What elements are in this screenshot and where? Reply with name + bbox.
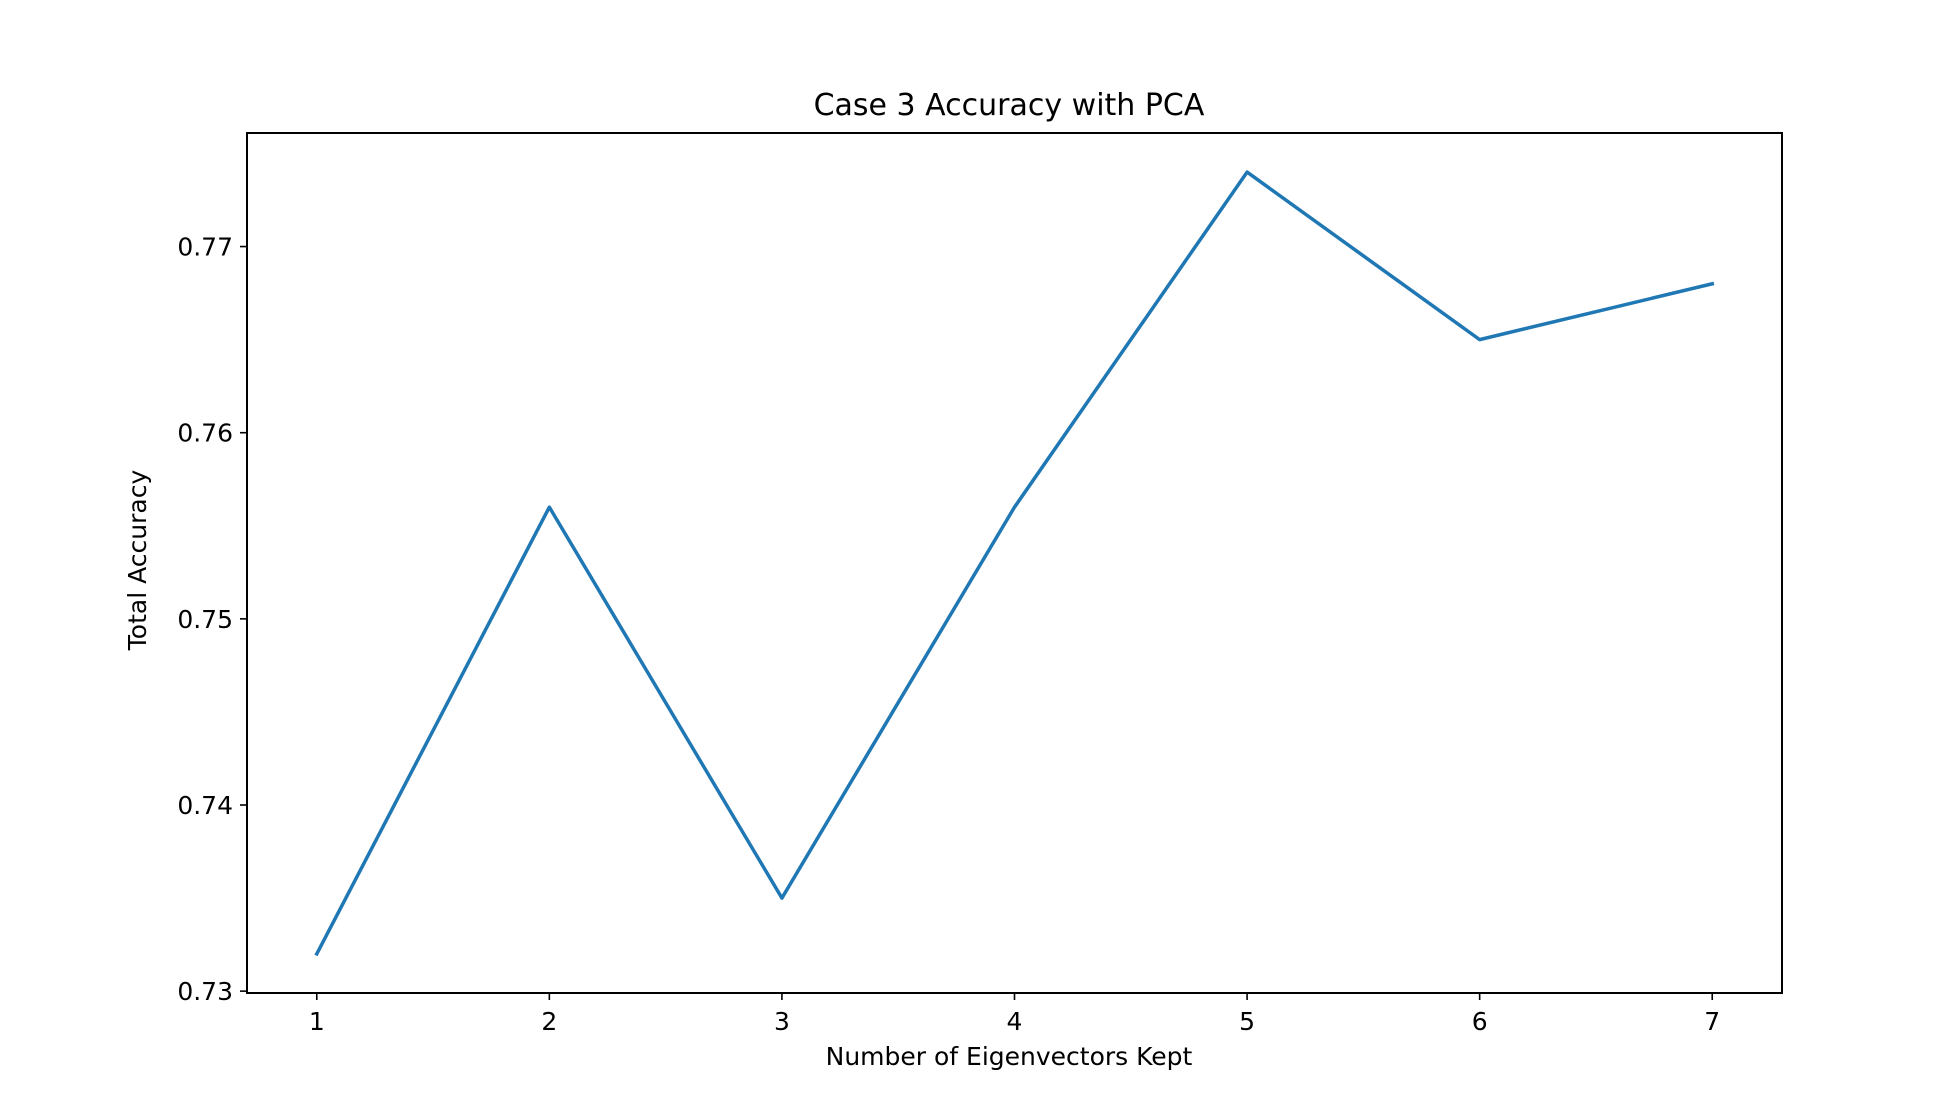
x-tick-label: 4 (1007, 1007, 1023, 1036)
x-tick-label: 1 (309, 1007, 325, 1036)
y-axis-label: Total Accuracy (123, 470, 152, 652)
axis-ticks: 1 2 3 4 5 6 7 0.73 0.74 0.75 0.76 0.77 (177, 233, 1720, 1036)
y-tick-label: 0.74 (177, 791, 233, 820)
y-tick-label: 0.76 (177, 419, 233, 448)
y-tick-label: 0.77 (177, 233, 233, 262)
x-axis-label: Number of Eigenvectors Kept (826, 1042, 1193, 1071)
y-tick-label: 0.73 (177, 977, 233, 1006)
series-line-0 (314, 170, 1715, 957)
x-tick-label: 3 (774, 1007, 790, 1036)
x-tick-label: 6 (1472, 1007, 1488, 1036)
chart-title: Case 3 Accuracy with PCA (814, 88, 1205, 123)
y-tick-label: 0.75 (177, 605, 233, 634)
x-tick-label: 5 (1239, 1007, 1255, 1036)
x-tick-label: 2 (541, 1007, 557, 1036)
x-tick-label: 7 (1704, 1007, 1720, 1036)
